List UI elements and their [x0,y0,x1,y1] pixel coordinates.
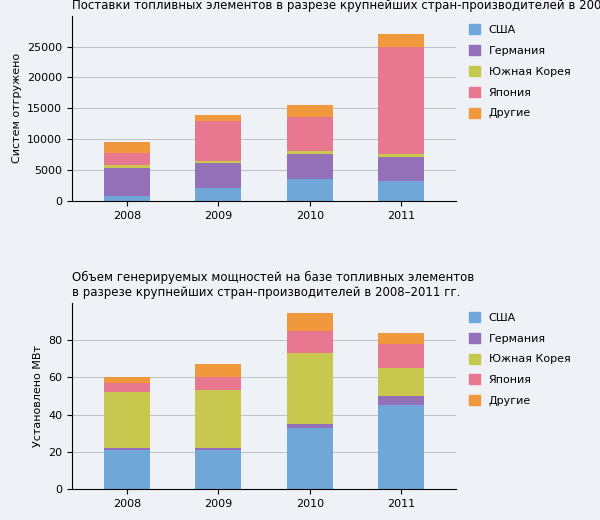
Legend: США, Германия, Южная Корея, Япония, Другие: США, Германия, Южная Корея, Япония, Друг… [466,21,574,122]
Bar [196,391,241,448]
Bar [104,450,150,489]
Bar [196,450,241,489]
Bar [104,383,150,392]
Bar [196,378,241,391]
Bar [378,181,424,201]
Bar [378,368,424,396]
Bar [196,121,241,161]
Bar [196,161,241,163]
Bar [378,344,424,368]
Bar [378,333,424,344]
Bar [196,188,241,201]
Bar [287,424,332,427]
Y-axis label: Систем отгружено: Систем отгружено [11,54,22,163]
Bar [287,151,332,154]
Bar [104,153,150,165]
Bar [104,448,150,450]
Bar [196,163,241,188]
Bar [104,165,150,168]
Bar [196,448,241,450]
Bar [378,34,424,46]
Bar [287,427,332,489]
Text: Объем генерируемых мощностей на базе топливных элементов
в разрезе крупнейших ст: Объем генерируемых мощностей на базе топ… [72,271,474,300]
Bar [104,196,150,201]
Bar [287,105,332,117]
Text: Поставки топливных элементов в разрезе крупнейших стран-производителей в 2008–20: Поставки топливных элементов в разрезе к… [72,0,600,11]
Bar [287,117,332,151]
Bar [287,331,332,353]
Bar [378,46,424,153]
Bar [104,378,150,383]
Bar [104,392,150,448]
Bar [287,313,332,331]
Bar [287,353,332,424]
Bar [378,405,424,489]
Bar [378,157,424,181]
Bar [287,179,332,201]
Y-axis label: Установлено МВт: Установлено МВт [32,345,43,447]
Bar [287,154,332,179]
Bar [378,396,424,405]
Bar [104,142,150,153]
Legend: США, Германия, Южная Корея, Япония, Другие: США, Германия, Южная Корея, Япония, Друг… [466,309,574,409]
Bar [196,114,241,121]
Bar [196,365,241,378]
Bar [378,153,424,157]
Bar [104,168,150,196]
